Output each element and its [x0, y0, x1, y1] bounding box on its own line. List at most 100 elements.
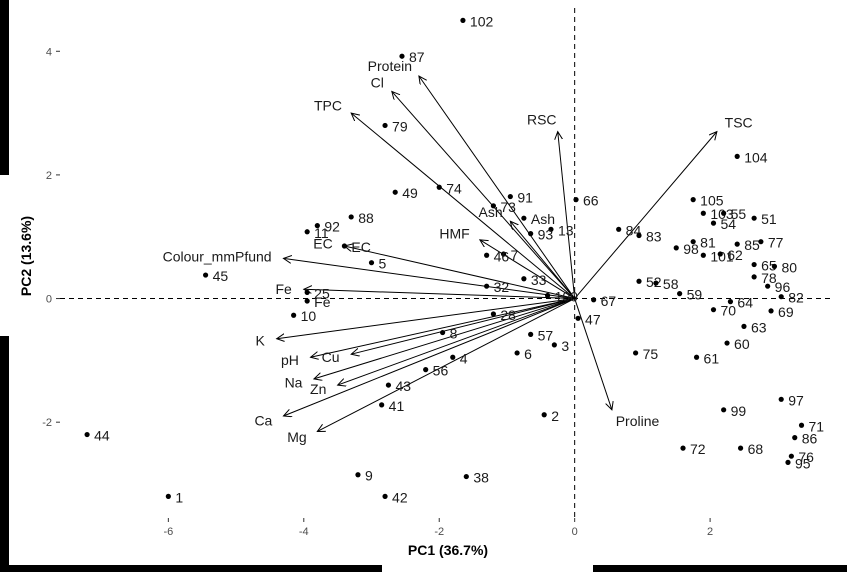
point-10 — [291, 312, 297, 318]
point-label-ash: Ash — [531, 211, 555, 227]
point-79 — [382, 122, 388, 129]
point-85 — [734, 241, 740, 247]
point-label-46: 46 — [494, 248, 510, 264]
point-44 — [84, 431, 90, 438]
point-104 — [734, 153, 740, 159]
point-label-38: 38 — [473, 470, 489, 486]
loading-arrow-protein — [419, 76, 576, 299]
point-label-54: 54 — [720, 216, 736, 232]
point-label-81: 81 — [700, 235, 716, 251]
point-9 — [355, 472, 361, 478]
point-label-98: 98 — [683, 241, 699, 257]
left-edge-bar-top — [0, 0, 9, 175]
point-66 — [573, 197, 579, 203]
x-tick-label: -2 — [434, 526, 444, 538]
loading-label-ph: pH — [281, 352, 299, 368]
point-label-32: 32 — [494, 279, 510, 295]
point-97 — [778, 396, 784, 402]
loading-label-tpc: TPC — [314, 97, 342, 113]
point-98 — [673, 245, 679, 251]
point-32 — [484, 283, 490, 289]
bottom-edge-bar-left — [0, 565, 382, 572]
point-57 — [528, 331, 534, 337]
point-81 — [690, 239, 696, 245]
point-60 — [724, 340, 730, 346]
x-axis-title: PC1 (36.7%) — [408, 542, 488, 558]
point-label-93: 93 — [538, 227, 554, 243]
point-label-99: 99 — [731, 403, 747, 419]
point-72 — [680, 445, 686, 451]
bottom-edge-bar-right — [593, 565, 847, 572]
point-label-55: 55 — [731, 206, 747, 222]
loading-label-rsc: RSC — [527, 112, 557, 128]
point-101 — [700, 252, 706, 258]
point-63 — [741, 323, 747, 329]
point-105 — [690, 197, 696, 203]
point-8 — [440, 329, 446, 336]
point-label-5: 5 — [379, 256, 387, 272]
point-label-70: 70 — [720, 303, 736, 319]
y-tick-label: -2 — [42, 417, 52, 429]
point-label-76: 76 — [798, 449, 814, 465]
point-46 — [484, 252, 490, 258]
point-6 — [514, 350, 520, 356]
y-tick-label: 2 — [46, 170, 52, 182]
point-61 — [693, 354, 700, 360]
left-edge-bar-bottom — [0, 336, 9, 572]
point-label-28: 28 — [500, 307, 516, 323]
point-label-91: 91 — [517, 190, 533, 206]
point-label-42: 42 — [392, 489, 408, 505]
loading-arrow-k — [277, 298, 575, 339]
loading-arrow-fe — [304, 289, 575, 300]
point-label-25: 25 — [314, 285, 330, 301]
point-ec — [341, 243, 348, 249]
point-label-6: 6 — [524, 346, 532, 362]
point-45 — [202, 272, 209, 278]
point-11 — [304, 229, 310, 235]
x-tick-label: 0 — [572, 526, 578, 538]
point-82 — [778, 294, 784, 300]
point-label-63: 63 — [751, 319, 767, 335]
point-label-43: 43 — [395, 378, 411, 394]
x-tick-label: -4 — [299, 526, 309, 538]
point-87 — [399, 53, 405, 59]
loading-arrow-mg — [317, 298, 575, 432]
point-label-9: 9 — [365, 468, 373, 484]
point-103 — [700, 210, 706, 216]
point-100 — [544, 292, 551, 299]
loading-arrow-cu — [351, 298, 575, 355]
point-label-49: 49 — [402, 185, 418, 201]
loading-label-cu: Cu — [322, 349, 340, 365]
loading-arrow-ash — [510, 221, 576, 299]
loading-label-fe: Fe — [275, 281, 292, 297]
point-67 — [591, 297, 597, 303]
point-label-77: 77 — [768, 235, 784, 251]
point-fe — [304, 298, 310, 304]
point-label-66: 66 — [583, 193, 599, 209]
loading-label-tsc: TSC — [725, 115, 753, 131]
point-label-65: 65 — [761, 258, 777, 274]
point-label-2: 2 — [551, 408, 559, 424]
point-label-96: 96 — [775, 279, 791, 295]
loading-label-cl: Cl — [371, 74, 384, 90]
point-96 — [765, 283, 771, 289]
point-49 — [392, 189, 398, 195]
point-label-69: 69 — [778, 304, 794, 320]
loading-arrow-ph — [311, 298, 575, 358]
point-label-47: 47 — [585, 311, 601, 327]
y-tick-label: 4 — [46, 46, 52, 58]
point-label-13: 13 — [558, 222, 574, 238]
point-93 — [528, 231, 534, 237]
point-84 — [616, 226, 622, 232]
point-3 — [551, 342, 557, 348]
point-54 — [710, 220, 717, 226]
loading-arrow-tsc — [574, 132, 717, 299]
point-label-fe: Fe — [314, 294, 331, 310]
point-label-73: 73 — [500, 199, 516, 215]
point-label-3: 3 — [561, 338, 569, 354]
loading-label-ec: EC — [313, 235, 332, 251]
observation-points: 10287791049166744973Ash13105103555451778… — [84, 13, 824, 505]
point-102 — [460, 17, 466, 23]
